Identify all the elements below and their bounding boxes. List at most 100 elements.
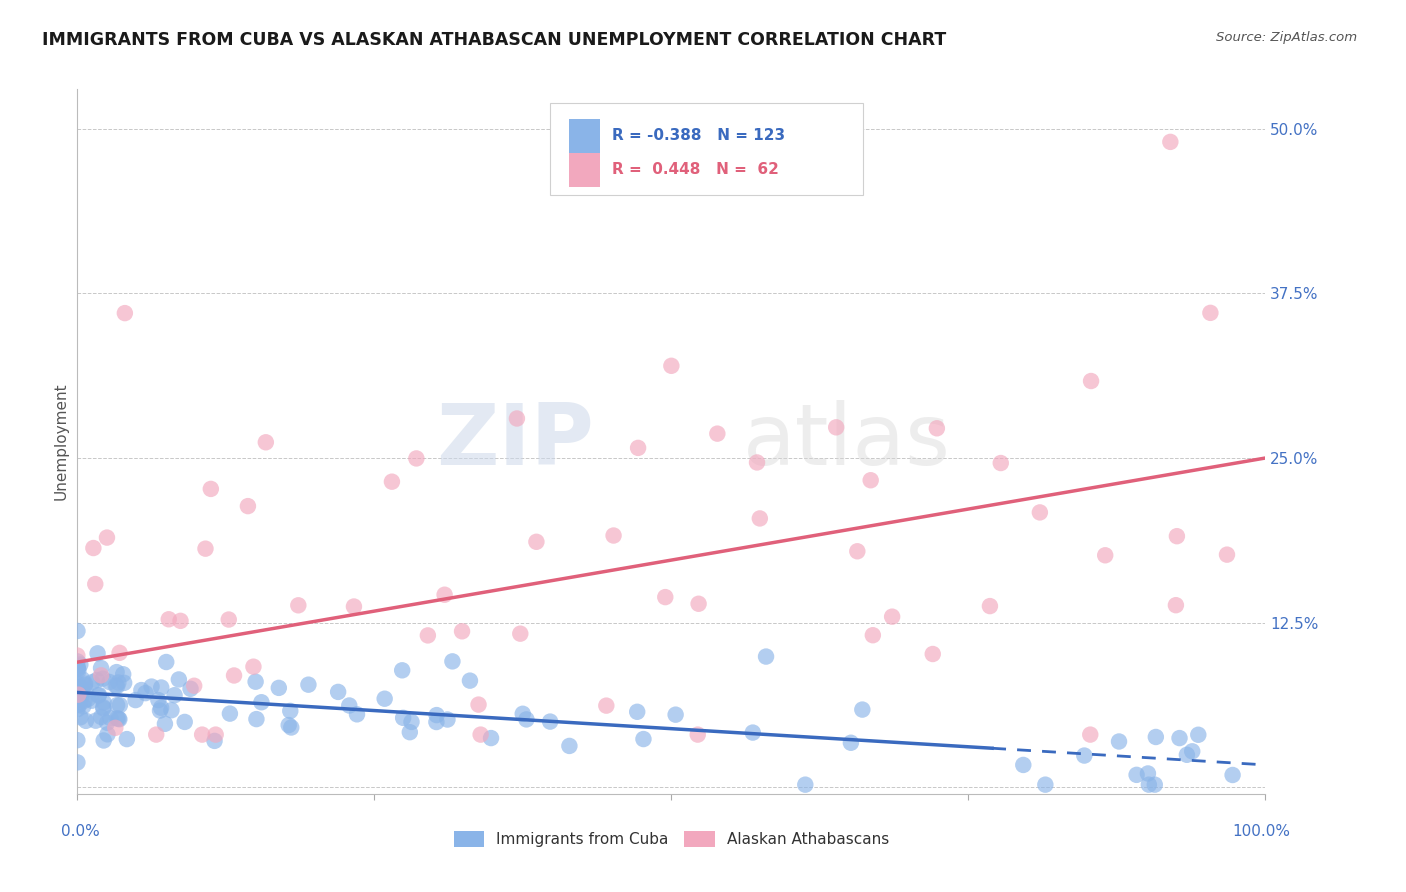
Point: [595, 698, 617, 713]
Point: [67, 688, 90, 702]
Point: [1199, 306, 1222, 320]
Text: atlas: atlas: [742, 400, 950, 483]
Point: [107, 675, 129, 690]
Point: [86, 646, 108, 660]
Point: [526, 534, 548, 549]
Point: [84, 577, 107, 591]
Point: [538, 714, 561, 729]
Point: [1143, 778, 1166, 792]
Point: [141, 680, 163, 694]
Point: [242, 659, 264, 673]
Point: [1080, 374, 1102, 388]
Point: [479, 731, 502, 745]
Text: R = -0.388   N = 123: R = -0.388 N = 123: [612, 128, 785, 144]
Point: [1073, 748, 1095, 763]
Point: [82, 675, 104, 690]
Point: [107, 712, 129, 726]
Point: [104, 679, 127, 693]
Point: [515, 713, 537, 727]
Point: [66, 624, 89, 638]
Point: [66, 733, 89, 747]
Point: [66, 662, 89, 676]
Point: [433, 588, 456, 602]
Point: [1166, 529, 1188, 543]
Point: [1181, 744, 1204, 758]
Point: [173, 714, 195, 729]
Point: [416, 628, 439, 642]
Point: [82, 541, 104, 555]
Point: [66, 662, 89, 676]
Point: [851, 703, 873, 717]
Point: [155, 655, 177, 669]
Point: [654, 590, 676, 604]
Text: ZIP: ZIP: [436, 400, 595, 483]
Point: [297, 678, 319, 692]
Point: [66, 659, 89, 673]
Point: [69, 657, 91, 672]
Point: [846, 544, 869, 558]
Point: [512, 706, 534, 721]
Point: [93, 733, 115, 747]
Point: [73, 676, 96, 690]
Point: [66, 756, 89, 770]
Point: [66, 702, 89, 716]
Point: [145, 728, 167, 742]
Point: [150, 681, 173, 695]
Point: [741, 725, 763, 739]
Point: [70, 690, 93, 704]
Legend: Immigrants from Cuba, Alaskan Athabascans: Immigrants from Cuba, Alaskan Athabascan…: [447, 825, 896, 853]
Point: [990, 456, 1012, 470]
Point: [602, 528, 624, 542]
Point: [93, 701, 115, 715]
Point: [1159, 135, 1181, 149]
Point: [90, 668, 112, 682]
Point: [96, 727, 118, 741]
Point: [859, 473, 882, 487]
Point: [105, 679, 128, 693]
Point: [219, 706, 242, 721]
Point: [204, 734, 226, 748]
Text: R =  0.448   N =  62: R = 0.448 N = 62: [612, 162, 779, 178]
Point: [75, 682, 97, 697]
Point: [150, 700, 173, 714]
Point: [66, 680, 89, 694]
Point: [458, 673, 481, 688]
Point: [112, 676, 135, 690]
Point: [346, 707, 368, 722]
Point: [87, 689, 110, 703]
Point: [245, 712, 267, 726]
Point: [66, 677, 89, 691]
Point: [441, 654, 464, 668]
Point: [745, 455, 768, 469]
Point: [77, 691, 100, 706]
Point: [66, 683, 89, 698]
Point: [1078, 728, 1101, 742]
Point: [90, 710, 112, 724]
Point: [100, 711, 122, 725]
Point: [72, 699, 94, 714]
Point: [131, 683, 153, 698]
Text: 100.0%: 100.0%: [1232, 824, 1291, 838]
Point: [80, 694, 103, 708]
Point: [374, 691, 396, 706]
Point: [343, 599, 366, 614]
Point: [180, 681, 202, 696]
Point: [748, 511, 770, 525]
Point: [1029, 505, 1052, 519]
Y-axis label: Unemployment: Unemployment: [53, 383, 69, 500]
Point: [558, 739, 581, 753]
Point: [633, 732, 655, 747]
Point: [451, 624, 474, 639]
Point: [1144, 730, 1167, 744]
Point: [250, 695, 273, 709]
Point: [67, 698, 90, 712]
Point: [1168, 731, 1191, 745]
Point: [91, 672, 114, 686]
Point: [326, 685, 349, 699]
Point: [1187, 728, 1209, 742]
Point: [509, 626, 531, 640]
Point: [105, 698, 128, 713]
Point: [167, 673, 190, 687]
Point: [204, 728, 226, 742]
Point: [160, 703, 183, 717]
